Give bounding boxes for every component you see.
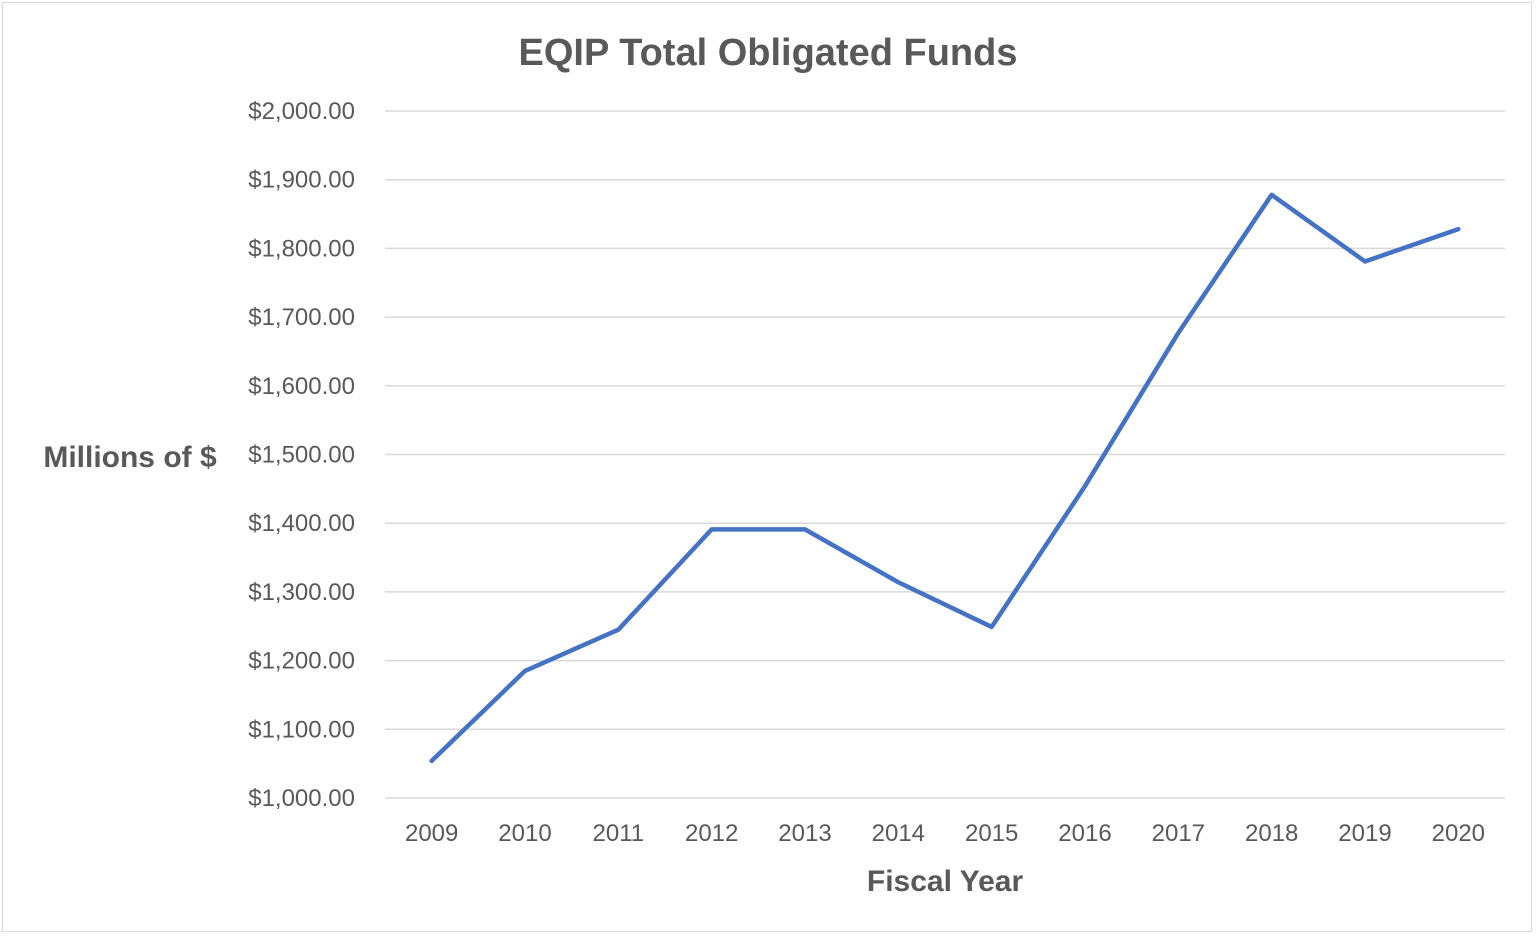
x-tick-label: 2016 [1058, 820, 1111, 847]
y-tick-label: $1,400.00 [248, 510, 355, 537]
y-tick-label: $1,200.00 [248, 648, 355, 675]
y-tick-label: $1,900.00 [248, 167, 355, 194]
y-tick-label: $1,700.00 [248, 304, 355, 331]
series-line [429, 192, 1461, 764]
x-tick-label: 2015 [965, 820, 1018, 847]
chart-title: EQIP Total Obligated Funds [519, 32, 1018, 74]
x-tick-label: 2018 [1245, 820, 1298, 847]
y-tick-label: $2,000.00 [248, 98, 355, 125]
y-tick-label: $1,100.00 [248, 716, 355, 743]
x-tick-label: 2010 [498, 820, 551, 847]
x-tick-label: 2011 [593, 820, 645, 847]
x-tick-label: 2020 [1432, 820, 1485, 847]
x-axis-label: Fiscal Year [867, 865, 1024, 898]
y-axis-label: Millions of $ [43, 441, 217, 474]
x-tick-label: 2013 [778, 820, 831, 847]
x-tick-label: 2009 [405, 820, 458, 847]
x-tick-label: 2019 [1338, 820, 1391, 847]
x-tick-label: 2014 [872, 820, 925, 847]
y-tick-label: $1,800.00 [248, 235, 355, 262]
y-tick-label: $1,600.00 [248, 373, 355, 400]
x-tick-label: 2017 [1152, 820, 1205, 847]
x-tick-label: 2012 [685, 820, 738, 847]
y-tick-label: $1,000.00 [248, 785, 355, 812]
y-tick-label: $1,500.00 [248, 442, 355, 469]
y-tick-label: $1,300.00 [248, 579, 355, 606]
